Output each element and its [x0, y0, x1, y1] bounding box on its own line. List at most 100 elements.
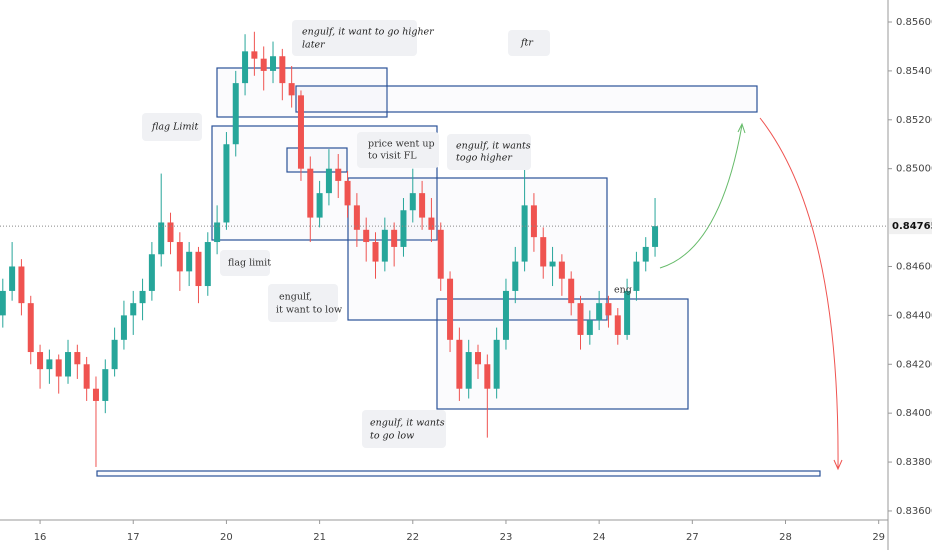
candle-body [251, 51, 258, 59]
x-tick-label: 20 [220, 532, 233, 543]
candle-body [391, 229, 398, 247]
annotation: price went up [368, 139, 435, 150]
candle-body [521, 205, 528, 262]
last-price-tag [889, 218, 932, 235]
y-tick-label: 0.83600 [896, 506, 932, 517]
arrow-head [737, 122, 746, 134]
candle-body [204, 242, 211, 287]
callout [142, 113, 202, 141]
x-tick-label: 22 [406, 532, 419, 543]
candle-body [55, 359, 62, 377]
candle-body [493, 339, 500, 389]
callout [362, 410, 446, 448]
candle-body [558, 261, 565, 279]
candle-body [381, 229, 388, 262]
candle-body [353, 205, 360, 230]
last-price-label: 0.84765 [892, 221, 932, 232]
candle-body [102, 369, 109, 401]
x-tick-label: 27 [686, 532, 699, 543]
candle-body [148, 254, 155, 291]
arrow-up [659, 124, 743, 269]
annotation: engulf, [279, 292, 312, 303]
candle-body [437, 229, 444, 279]
annotation: togo higher [456, 153, 513, 164]
callout [447, 134, 531, 170]
candle-body [484, 364, 491, 389]
candle-body [167, 222, 174, 243]
candle-body [223, 144, 230, 223]
zone-box [295, 85, 758, 113]
candles [0, 31, 659, 467]
candle-body [111, 339, 118, 370]
callout [292, 20, 417, 56]
candle-body [120, 315, 127, 340]
arrow-down [759, 117, 839, 469]
candle-body [307, 168, 314, 218]
annotation: eng [614, 285, 632, 296]
candle-body [46, 359, 53, 370]
annotation: engulf, it wants [456, 141, 531, 152]
candle-body [158, 222, 165, 255]
candle-body [614, 315, 621, 335]
annotation: flag Limit [151, 122, 198, 133]
zone-box [436, 298, 689, 410]
candle-body [633, 261, 640, 291]
callout [268, 284, 338, 322]
candle-body [37, 352, 44, 370]
candle-body [27, 303, 34, 353]
zone-box [347, 177, 608, 321]
candle-body [176, 242, 183, 272]
candle-body [456, 339, 463, 389]
candle-body [419, 193, 426, 218]
candle-body [279, 56, 286, 84]
candle-body [465, 352, 472, 389]
annotation: flag limit [228, 258, 271, 269]
candle-body [344, 180, 351, 206]
candle-body [549, 261, 556, 267]
candle-body [475, 352, 482, 365]
annotation: engulf, it wants [370, 418, 445, 429]
candle-body [297, 95, 304, 169]
candle-body [288, 83, 295, 96]
candle-body [9, 266, 16, 291]
callout [357, 132, 439, 168]
x-tick-label: 24 [593, 532, 606, 543]
x-tick-label: 16 [34, 532, 47, 543]
candle-body [512, 261, 519, 291]
candle-body [363, 229, 370, 243]
candle-body [447, 278, 454, 340]
annotation: it want to low [276, 305, 342, 316]
candle-body [372, 242, 379, 262]
zone-box [286, 147, 348, 173]
x-tick-label: 17 [127, 532, 140, 543]
candle-body [335, 168, 342, 181]
candle-body [0, 290, 6, 316]
candle-body [642, 246, 649, 262]
annotation: to go low [370, 431, 414, 442]
annotation: later [302, 40, 326, 51]
candle-body [214, 222, 221, 243]
annotation: ftr [520, 38, 534, 49]
candle-body [195, 251, 202, 287]
candle-body [540, 237, 547, 267]
candle-body [586, 320, 593, 335]
price-axis [888, 0, 932, 550]
candle-body [652, 226, 659, 247]
x-tick-label: 23 [500, 532, 513, 543]
candle-body [400, 210, 407, 247]
candle-body [130, 303, 137, 316]
candle-body [409, 193, 416, 211]
candle-body [18, 266, 25, 304]
zone-box [96, 470, 821, 477]
candle-body [270, 56, 277, 71]
x-tick-label: 29 [872, 532, 885, 543]
candle-body [83, 364, 90, 389]
callout [508, 30, 550, 56]
candle-body [316, 193, 323, 218]
candle-body [92, 388, 99, 401]
candle-body [502, 290, 509, 340]
annotation: engulf, it want to go higher [302, 27, 435, 38]
